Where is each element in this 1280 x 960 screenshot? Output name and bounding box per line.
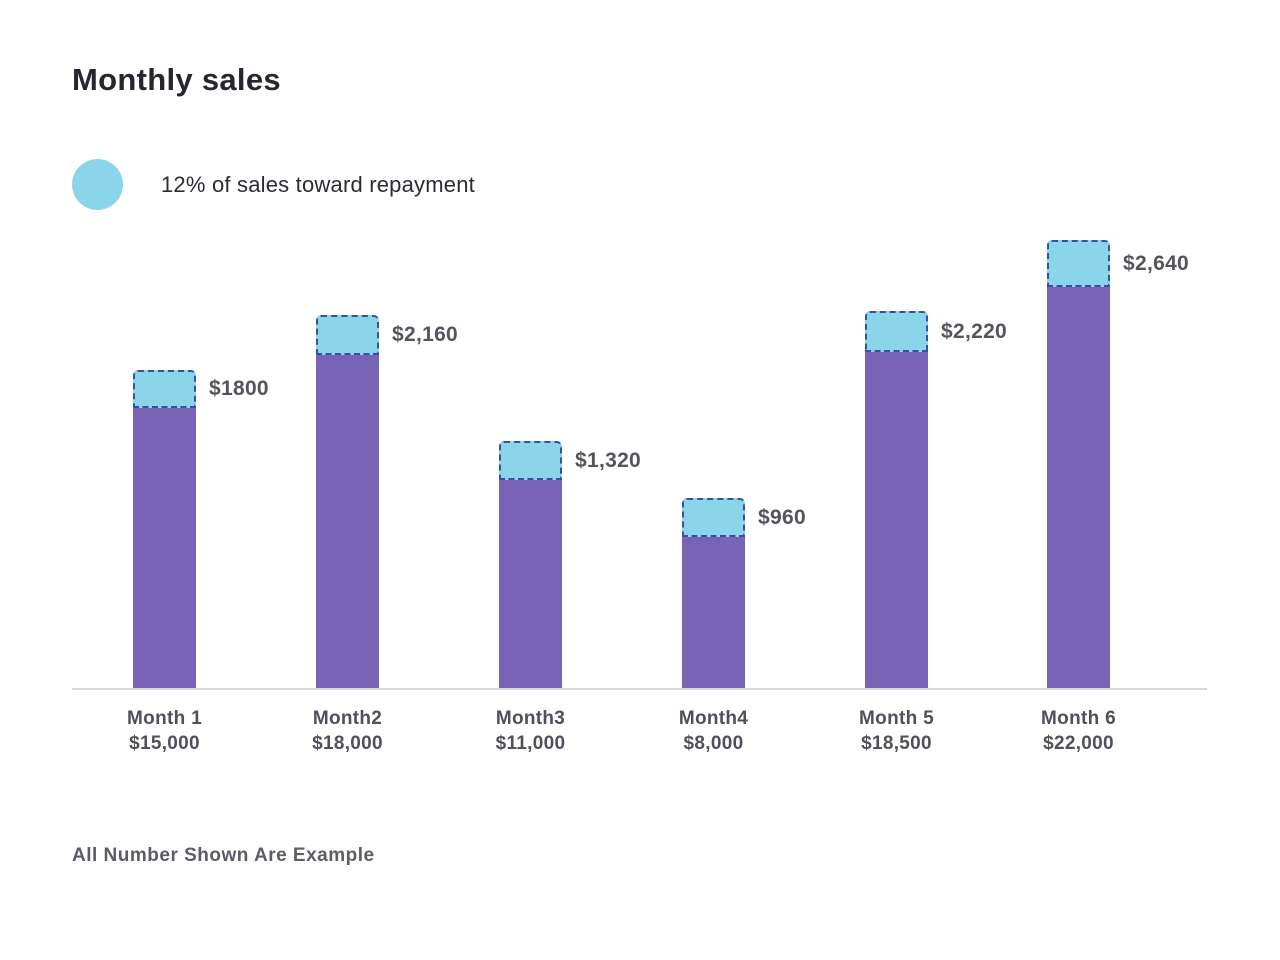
repayment-value-label-month-4: $960 (758, 505, 806, 529)
repayment-value-label-month-2: $2,160 (392, 323, 459, 346)
bar-repayment-segment-month-2 (316, 315, 379, 355)
legend-label: 12% of sales toward repayment (161, 171, 475, 197)
page-title: Monthly sales (72, 62, 281, 97)
category-label-month-4: Month4 $8,000 (624, 706, 804, 756)
category-label-month-5: Month 5 $18,500 (807, 706, 987, 756)
legend: 12% of sales toward repayment (72, 159, 475, 210)
category-month-name: Month 5 (859, 708, 934, 729)
category-label-month-6: Month 6 $22,000 (989, 706, 1169, 756)
bar-sales-segment-month-3 (499, 480, 562, 688)
bar-month-3 (499, 441, 562, 688)
repayment-value-label-month-5: $2,220 (941, 319, 1008, 343)
bar-month-4 (682, 498, 745, 688)
repayment-value-label-month-1: $1800 (209, 377, 269, 400)
footnote: All Number Shown Are Example (72, 845, 375, 866)
category-sales-amount: $8,000 (683, 733, 744, 754)
repayment-value-label-month-6: $2,640 (1123, 251, 1190, 275)
bar-repayment-segment-month-6 (1047, 240, 1110, 287)
category-sales-amount: $22,000 (1043, 733, 1114, 754)
x-axis-line (72, 688, 1207, 690)
bar-month-6 (1047, 240, 1110, 688)
category-label-month-1: Month 1 $15,000 (75, 706, 255, 756)
category-label-month-2: Month2 $18,000 (258, 706, 438, 756)
bar-sales-segment-month-6 (1047, 287, 1110, 688)
bar-month-1 (133, 370, 196, 688)
category-month-name: Month 1 (127, 708, 202, 729)
category-sales-amount: $18,000 (312, 733, 383, 754)
bar-repayment-segment-month-3 (499, 441, 562, 480)
bar-month-5 (865, 311, 928, 688)
bar-sales-segment-month-1 (133, 408, 196, 688)
bar-sales-segment-month-4 (682, 537, 745, 688)
category-month-name: Month 6 (1041, 708, 1116, 729)
category-month-name: Month3 (495, 708, 566, 729)
bar-sales-segment-month-2 (316, 355, 379, 688)
category-month-name: Month4 (678, 708, 749, 729)
bar-repayment-segment-month-5 (865, 311, 928, 352)
bar-sales-segment-month-5 (865, 352, 928, 688)
category-label-month-3: Month3 $11,000 (441, 706, 621, 756)
category-sales-amount: $18,500 (861, 733, 932, 754)
category-sales-amount: $11,000 (495, 733, 566, 754)
category-month-name: Month2 (312, 708, 383, 729)
bar-repayment-segment-month-1 (133, 370, 196, 408)
category-sales-amount: $15,000 (129, 733, 200, 754)
bar-repayment-segment-month-4 (682, 498, 745, 537)
repayment-value-label-month-3: $1,320 (575, 448, 642, 472)
legend-swatch-circle-icon (72, 159, 123, 210)
bar-month-2 (316, 315, 379, 688)
